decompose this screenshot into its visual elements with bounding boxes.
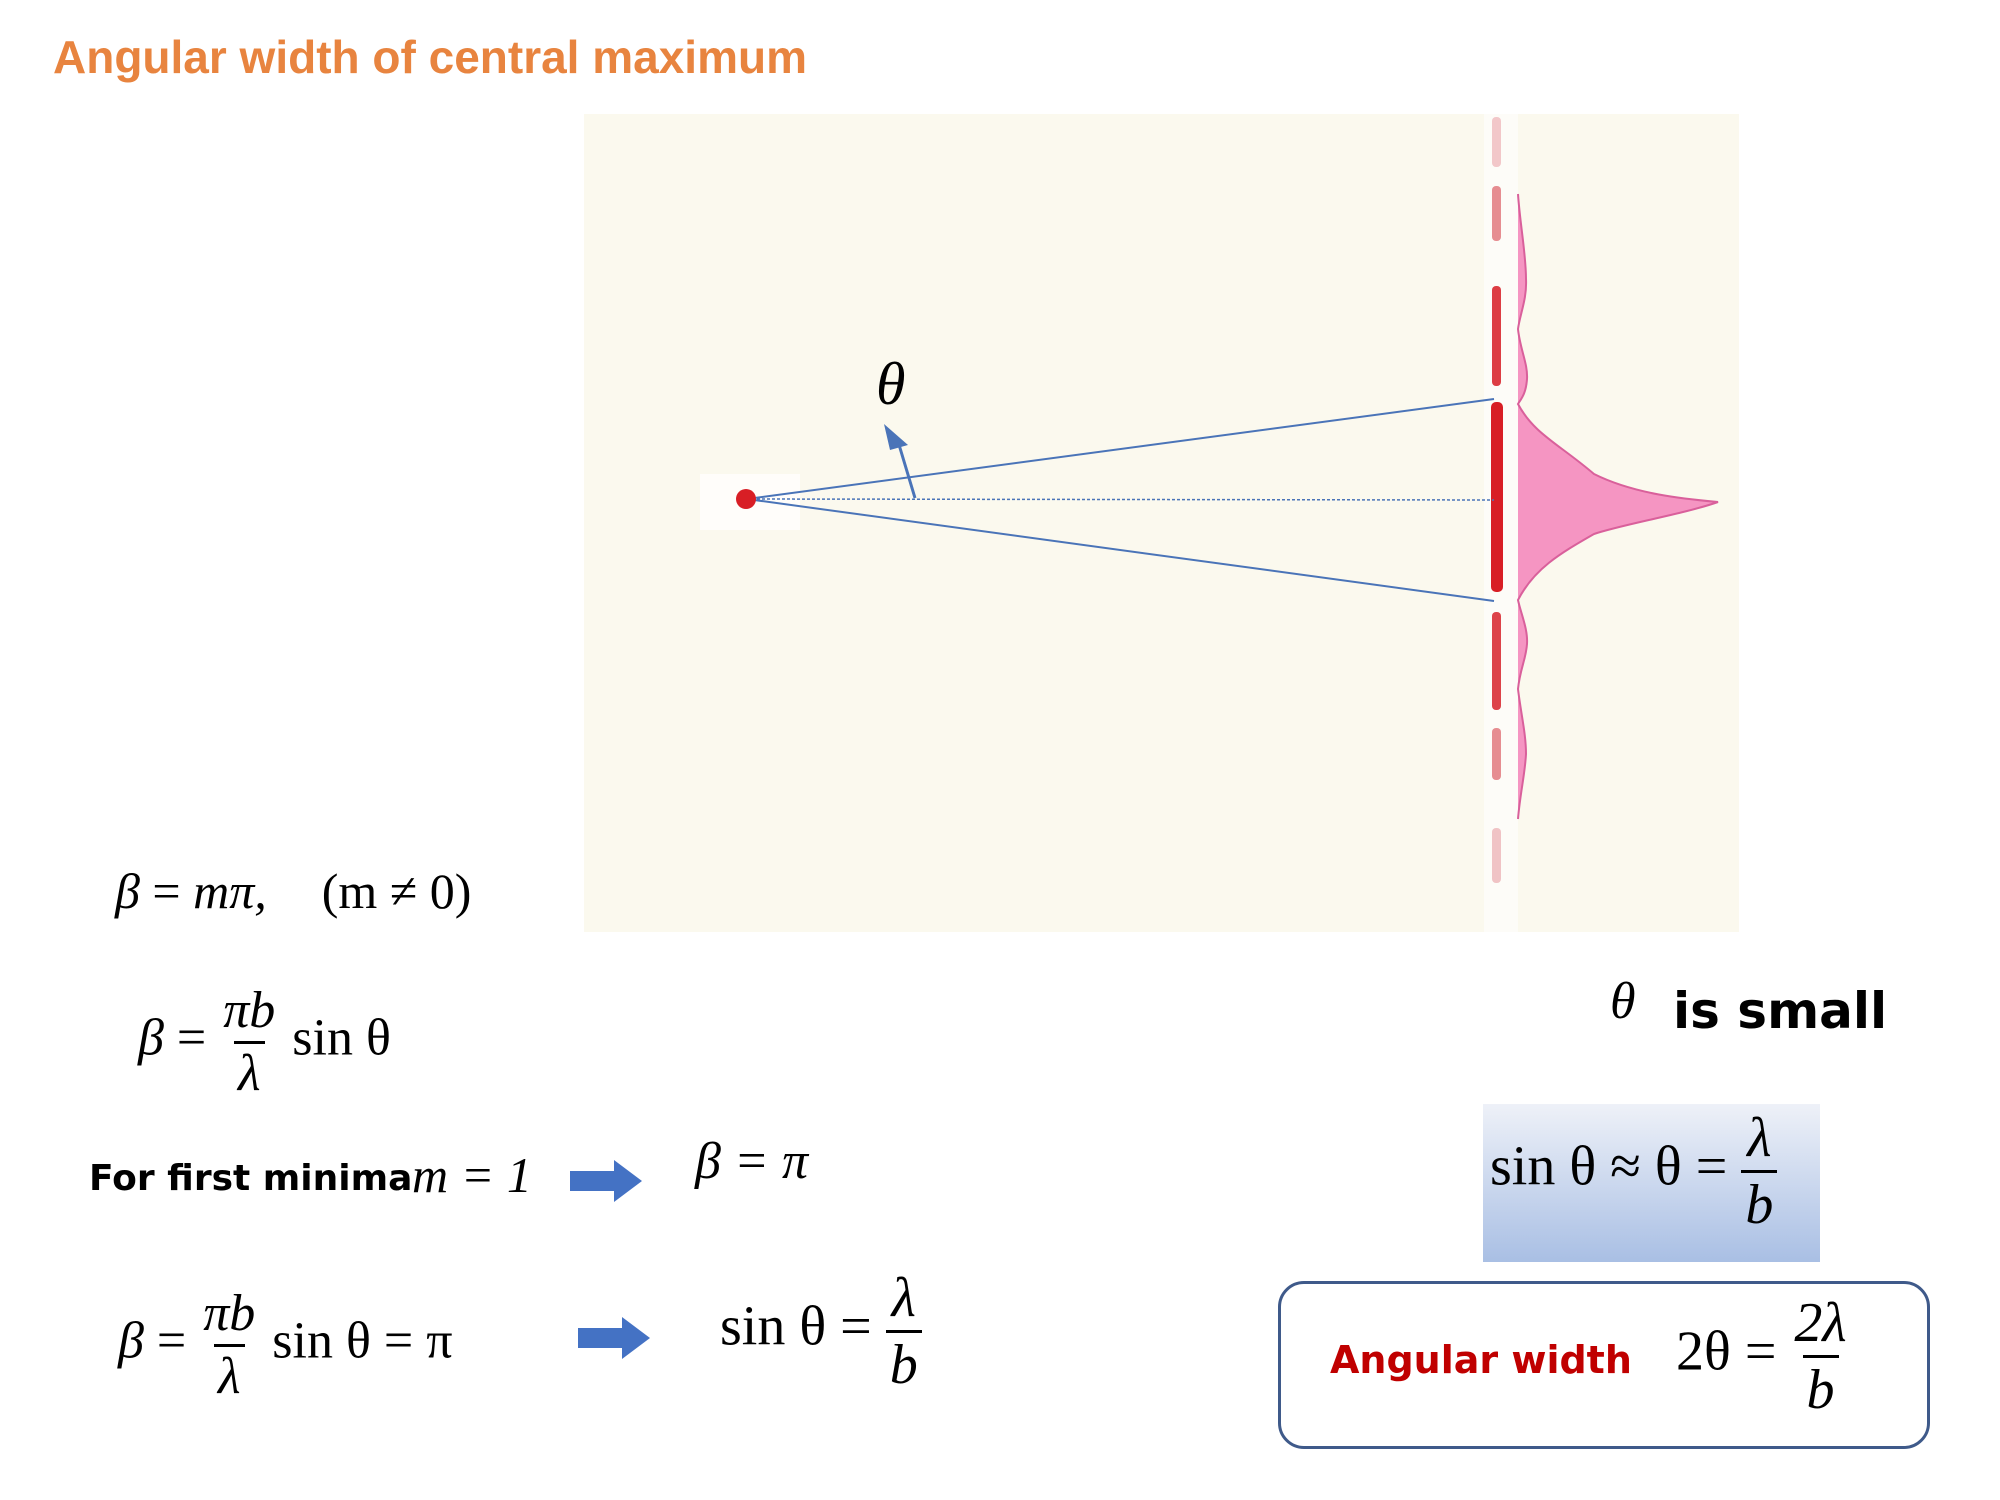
m-equals-one: m = 1 xyxy=(412,1147,532,1203)
equals-sign: = xyxy=(156,1312,187,1370)
angular-width-box xyxy=(1278,1281,1930,1449)
is-small-label: is small xyxy=(1673,982,1888,1040)
lhs: 2θ = xyxy=(1676,1320,1777,1383)
numerator: λ xyxy=(1747,1107,1772,1169)
equals-sign: = xyxy=(176,1009,207,1067)
equals-sign: = xyxy=(152,863,181,919)
fraction: λ b xyxy=(885,1267,922,1393)
denominator: b xyxy=(885,1330,922,1393)
equation-sin-result: sin θ = λ b xyxy=(720,1270,922,1393)
beta-equals-pi: β = π xyxy=(695,1133,809,1190)
fraction: πb λ xyxy=(199,1288,259,1403)
theta-symbol: θ xyxy=(1610,973,1636,1030)
denominator: b xyxy=(1802,1355,1839,1418)
equation-sin-approximation: sin θ ≈ θ = λ b xyxy=(1490,1107,1778,1233)
small-angle-approximation-box xyxy=(1483,1104,1820,1262)
fraction: λ b xyxy=(1741,1107,1778,1233)
light-source xyxy=(736,489,756,509)
fringe-band xyxy=(1492,612,1501,710)
fringe-band xyxy=(1492,728,1501,780)
ray-upper xyxy=(746,398,1495,500)
lhs: sin θ = xyxy=(720,1295,872,1358)
equation-angular-width: 2θ = 2λ b xyxy=(1676,1295,1851,1418)
angle-arc xyxy=(895,437,917,499)
right-arrow-icon xyxy=(578,1317,650,1359)
beta-symbol: β xyxy=(115,863,140,919)
equation-beta-m-pi: β = mπ, (m ≠ 0) xyxy=(115,862,471,920)
condition: (m ≠ 0) xyxy=(321,863,472,919)
fraction: πb λ xyxy=(219,985,279,1100)
beta-symbol: β xyxy=(118,1312,144,1370)
fringe-band xyxy=(1492,186,1501,241)
fringe-central xyxy=(1491,402,1503,592)
sin-term: sin θ xyxy=(292,1009,391,1067)
denominator: λ xyxy=(214,1344,245,1403)
numerator: 2λ xyxy=(1794,1292,1847,1354)
fraction: 2λ b xyxy=(1790,1295,1850,1418)
slide-title: Angular width of central maximum xyxy=(53,31,807,83)
angular-width-label: Angular width xyxy=(1330,1338,1632,1382)
denominator: λ xyxy=(234,1041,265,1100)
numerator: πb xyxy=(223,982,276,1039)
fringe-band xyxy=(1492,286,1501,386)
intensity-curve xyxy=(1516,193,1719,820)
angle-label: θ xyxy=(876,351,905,417)
diffraction-diagram: θ xyxy=(584,114,1739,932)
ray-axis xyxy=(746,498,1495,501)
angle-arrowhead xyxy=(884,424,908,450)
m-pi-term: mπ, xyxy=(193,863,267,919)
beta-symbol: β xyxy=(138,1009,164,1067)
right-arrow-icon xyxy=(570,1160,642,1202)
ray-lower xyxy=(746,498,1495,602)
sin-term: sin θ = π xyxy=(272,1312,453,1370)
numerator: λ xyxy=(891,1267,916,1329)
equation-beta-definition: β = πb λ sin θ xyxy=(138,985,391,1100)
fringe-band xyxy=(1492,828,1501,883)
first-minima-label: For first minima xyxy=(89,1158,413,1199)
fringe-band xyxy=(1492,117,1501,167)
denominator: b xyxy=(1741,1170,1778,1233)
equation-beta-solve: β = πb λ sin θ = π xyxy=(118,1288,452,1403)
lhs: sin θ ≈ θ = xyxy=(1490,1135,1728,1198)
numerator: πb xyxy=(203,1285,256,1342)
